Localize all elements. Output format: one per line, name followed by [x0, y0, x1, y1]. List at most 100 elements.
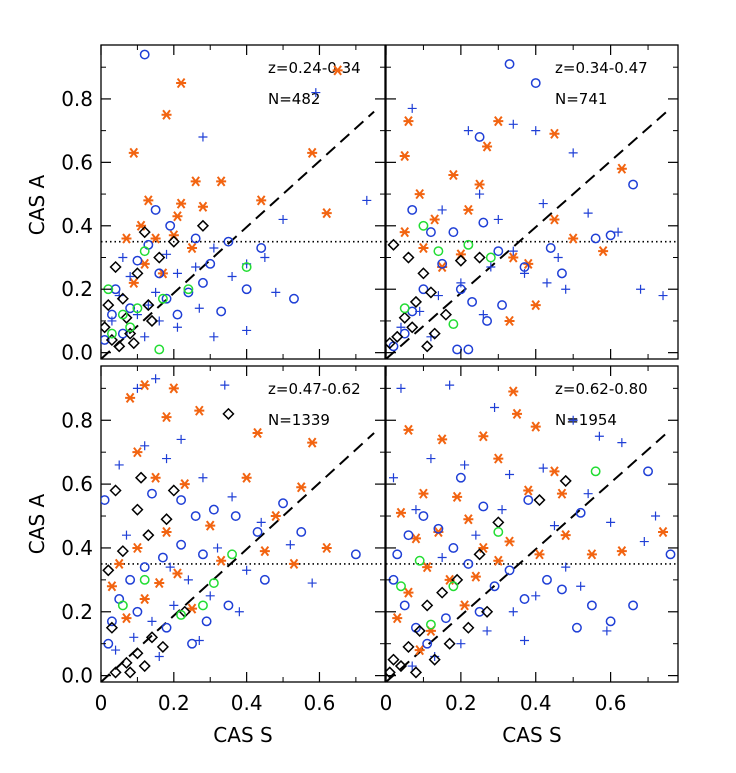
orange-asterisk-point — [556, 488, 567, 499]
blue-circle-point — [474, 132, 485, 142]
blue-plus-point — [471, 530, 481, 540]
blue-circle-point — [504, 59, 515, 69]
blue-circle-point — [117, 328, 128, 339]
blue-plus-point — [456, 639, 466, 649]
orange-asterisk-point — [512, 408, 523, 419]
blue-circle-point — [289, 293, 299, 304]
black-diamond-point — [436, 586, 449, 599]
orange-asterisk-point — [150, 472, 161, 483]
blue-circle-point — [455, 284, 466, 295]
blue-circle-point — [190, 233, 201, 244]
black-diamond-point — [116, 545, 129, 558]
black-diamond-point — [394, 659, 408, 673]
orange-asterisk-point — [568, 233, 579, 244]
panel-frame-bottom-right — [385, 365, 679, 683]
panel-frame-top-left — [100, 44, 386, 360]
blue-plus-point — [508, 246, 518, 256]
green-circle-point — [208, 578, 219, 589]
blue-circle-point — [542, 574, 552, 585]
panel-4: 0 0.2 0.4 0.6 — [380, 366, 678, 715]
blue-plus-point — [493, 214, 503, 224]
green-circle-point — [176, 610, 187, 620]
blue-circle-point — [132, 606, 143, 617]
y-axis-title-top: CAS A — [25, 174, 49, 235]
orange-asterisk-point — [414, 188, 425, 200]
orange-asterisk-point — [474, 179, 485, 190]
green-circle-point — [448, 319, 459, 330]
blue-circle-point — [665, 549, 676, 560]
orange-asterisk-point — [139, 258, 150, 269]
black-diamond-point — [417, 267, 430, 280]
y-tick-label: 0.2 — [61, 600, 93, 624]
blue-circle-point — [161, 622, 172, 633]
blue-plus-point — [486, 262, 496, 272]
orange-asterisk-point — [154, 577, 165, 589]
blue-circle-point — [216, 306, 227, 317]
x-axis-title-right: CAS S — [502, 723, 561, 747]
black-diamond-point — [124, 327, 137, 340]
orange-asterisk-point — [399, 227, 410, 238]
blue-plus-point — [227, 492, 237, 502]
orange-asterisk-point — [504, 536, 515, 547]
orange-asterisk-point — [455, 249, 466, 260]
blue-plus-point — [242, 325, 252, 335]
orange-asterisk-point — [176, 198, 187, 209]
panel-plot-area — [101, 49, 385, 359]
green-circle-point — [117, 600, 128, 611]
blue-circle-point — [519, 594, 530, 604]
green-circle-point — [183, 284, 194, 295]
x-tick-label: 0.2 — [158, 691, 190, 715]
black-diamond-point — [131, 647, 144, 660]
black-diamond-point — [473, 251, 486, 264]
diagonal-dashed-line — [386, 432, 668, 682]
blue-circle-point — [590, 233, 601, 244]
blue-circle-point — [418, 284, 429, 295]
blue-plus-point — [194, 636, 204, 646]
orange-asterisk-point — [121, 613, 132, 624]
blue-plus-point — [520, 636, 530, 646]
black-diamond-point — [492, 516, 505, 529]
blue-plus-point — [132, 383, 142, 393]
x-tick-label: 0.2 — [445, 691, 477, 715]
black-diamond-point — [109, 666, 122, 679]
black-diamond-point — [145, 631, 159, 644]
blue-plus-point — [154, 651, 164, 661]
x-tick-label: 0.4 — [231, 691, 263, 715]
orange-asterisk-point — [205, 520, 216, 531]
blue-circle-point — [223, 600, 234, 611]
black-diamond-point — [473, 548, 486, 561]
orange-asterisk-point — [143, 195, 154, 206]
black-diamond-point — [454, 254, 467, 267]
black-diamond-point — [428, 653, 441, 666]
green-circle-point — [157, 293, 168, 304]
panel-frame-bottom-left — [100, 365, 386, 683]
orange-asterisk-point — [523, 485, 534, 496]
blue-circle-point — [259, 574, 270, 585]
orange-asterisk-point — [403, 424, 414, 435]
black-diamond-point — [533, 494, 546, 507]
green-circle-point — [425, 619, 436, 630]
blue-circle-point — [147, 488, 157, 499]
black-diamond-point — [391, 330, 404, 343]
blue-circle-point — [139, 562, 150, 573]
blue-plus-point — [198, 473, 208, 483]
blue-plus-point — [407, 661, 417, 671]
blue-plus-point — [307, 578, 317, 588]
orange-asterisk-point — [616, 163, 627, 174]
black-diamond-point — [424, 286, 437, 299]
orange-asterisk-point — [452, 491, 463, 502]
blue-plus-point — [176, 434, 186, 444]
panel-3: 0.0 0.2 0.4 0.6 0.8 0 0.2 0.4 0.6 — [61, 366, 385, 715]
blue-plus-point — [172, 268, 182, 278]
orange-asterisk-point — [179, 478, 190, 490]
panel-n-label-2: N=741 — [555, 90, 607, 108]
blue-circle-point — [125, 574, 136, 585]
blue-plus-point — [636, 284, 646, 294]
blue-plus-point — [482, 626, 492, 636]
panel-n-label-1: N=482 — [268, 90, 320, 108]
orange-asterisk-point — [259, 546, 270, 557]
panel-plot-area — [386, 380, 678, 682]
diagonal-dashed-line — [386, 110, 668, 359]
blue-plus-point — [209, 243, 219, 253]
